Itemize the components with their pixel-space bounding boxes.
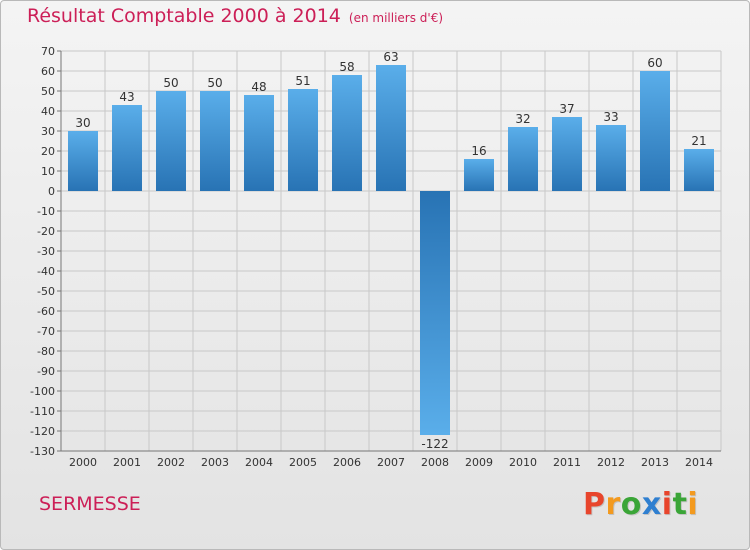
y-tick-label: -90 (37, 365, 55, 378)
value-label: 30 (75, 116, 90, 130)
axes: 70 60 50 40 30 20 10 0 -10 -20 -30 -40 -50 -60 -70 -80 -… (30, 45, 721, 458)
y-tick-label: 10 (41, 165, 55, 178)
y-tick-label: 40 (41, 105, 55, 118)
y-tick-label: -130 (30, 445, 55, 458)
bar (156, 91, 186, 191)
labels: 30 2000 43 2001 50 2002 50 2003 48 2004 51 2005 58 20… (69, 50, 713, 469)
logo-letter: r (605, 487, 621, 522)
x-tick-label: 2005 (289, 456, 317, 469)
x-tick-label: 2002 (157, 456, 185, 469)
bar (112, 105, 142, 191)
value-label: 37 (559, 102, 574, 116)
bar (596, 125, 626, 191)
y-tick-label: 60 (41, 65, 55, 78)
bar (508, 127, 538, 191)
value-label: 43 (119, 90, 134, 104)
value-label: 63 (383, 50, 398, 64)
x-tick-label: 2000 (69, 456, 97, 469)
y-tick-label: -70 (37, 325, 55, 338)
value-label: 50 (163, 76, 178, 90)
y-tick-label: -30 (37, 245, 55, 258)
y-tick-label: 70 (41, 45, 55, 58)
value-label: 50 (207, 76, 222, 90)
bar (200, 91, 230, 191)
logo-letter: i (661, 487, 673, 522)
x-tick-label: 2014 (685, 456, 713, 469)
logo-letter: t (672, 487, 688, 522)
logo-letter: P (583, 487, 606, 522)
value-label: 21 (691, 134, 706, 148)
y-tick-label: -120 (30, 425, 55, 438)
y-tick-label: -100 (30, 385, 55, 398)
y-tick-label: -40 (37, 265, 55, 278)
value-label: 32 (515, 112, 530, 126)
y-tick-label: -20 (37, 225, 55, 238)
value-label: 48 (251, 80, 266, 94)
y-tick-label: -80 (37, 345, 55, 358)
x-tick-label: 2009 (465, 456, 493, 469)
y-tick-label: 50 (41, 85, 55, 98)
x-tick-label: 2003 (201, 456, 229, 469)
commune-name: SERMESSE (39, 493, 141, 515)
x-tick-label: 2008 (421, 456, 449, 469)
bar (464, 159, 494, 191)
x-tick-label: 2007 (377, 456, 405, 469)
x-tick-label: 2013 (641, 456, 669, 469)
value-label: 58 (339, 60, 354, 74)
chart-title-unit: (en milliers d'€) (348, 11, 444, 25)
bar (640, 71, 670, 191)
chart-title-main: Résultat Comptable 2000 à 2014 (27, 5, 341, 27)
logo-letter: i (687, 487, 699, 522)
bar (68, 131, 98, 191)
x-tick-label: 2006 (333, 456, 361, 469)
value-label: 60 (647, 56, 662, 70)
value-label: 16 (471, 144, 486, 158)
value-label: 33 (603, 110, 618, 124)
y-tick-label: 20 (41, 145, 55, 158)
value-label: -122 (421, 437, 448, 451)
value-label: 51 (295, 74, 310, 88)
bar (288, 89, 318, 191)
y-tick-label: 0 (48, 185, 55, 198)
chart-title: Résultat Comptable 2000 à 2014 (en millie… (27, 5, 443, 27)
y-tick-label: -110 (30, 405, 55, 418)
logo-letter: o (620, 487, 642, 522)
bar (684, 149, 714, 191)
proxiti-logo: Proxiti (583, 487, 698, 522)
bar (376, 65, 406, 191)
x-tick-label: 2004 (245, 456, 273, 469)
bars (68, 65, 714, 435)
bar (332, 75, 362, 191)
bar (420, 191, 450, 435)
logo-letter: x (641, 487, 662, 522)
y-tick-label: -10 (37, 205, 55, 218)
x-tick-label: 2001 (113, 456, 141, 469)
y-tick-label: 30 (41, 125, 55, 138)
x-tick-label: 2010 (509, 456, 537, 469)
y-tick-label: -50 (37, 285, 55, 298)
bar (552, 117, 582, 191)
x-tick-label: 2012 (597, 456, 625, 469)
y-tick-label: -60 (37, 305, 55, 318)
x-tick-label: 2011 (553, 456, 581, 469)
bar (244, 95, 274, 191)
